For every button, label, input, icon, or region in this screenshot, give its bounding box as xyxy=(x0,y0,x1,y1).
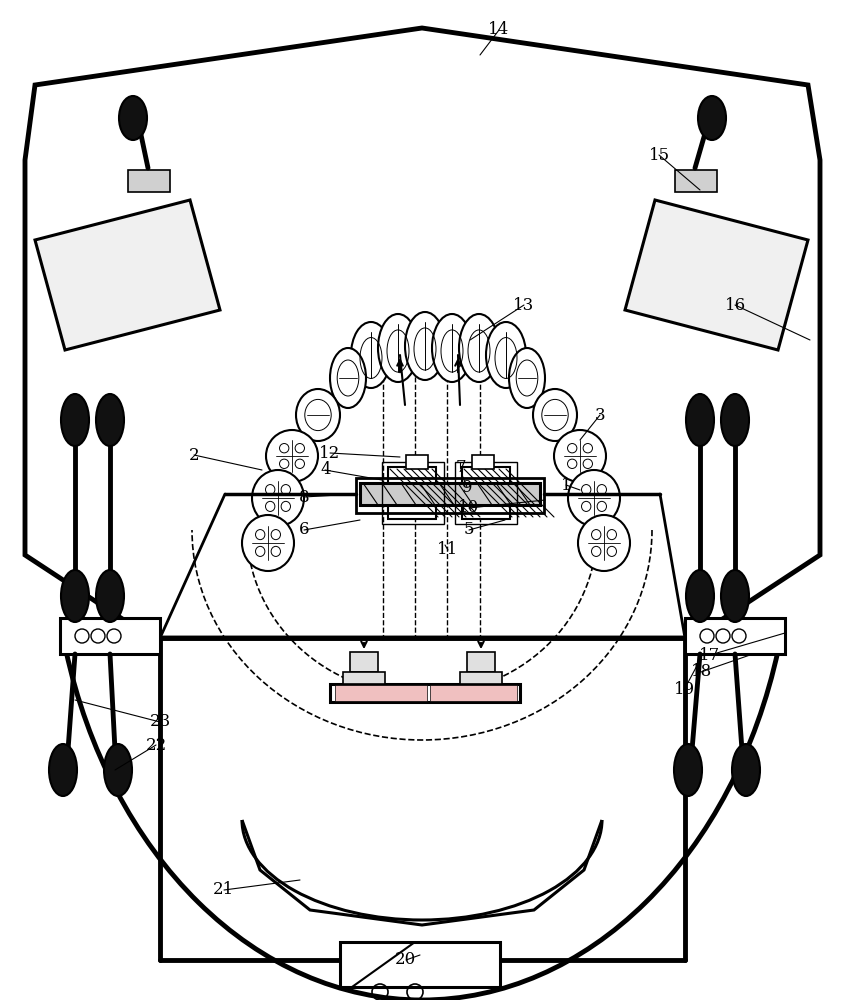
Text: 17: 17 xyxy=(698,647,720,664)
Ellipse shape xyxy=(61,394,89,446)
Bar xyxy=(349,652,377,672)
Ellipse shape xyxy=(720,570,748,622)
Ellipse shape xyxy=(731,744,759,796)
Bar xyxy=(684,618,784,654)
Bar xyxy=(343,672,385,684)
Bar xyxy=(405,455,428,469)
Text: 18: 18 xyxy=(690,664,711,680)
Text: 15: 15 xyxy=(648,146,669,163)
Bar xyxy=(387,467,436,519)
Ellipse shape xyxy=(377,314,418,382)
Text: 7: 7 xyxy=(455,460,465,477)
Ellipse shape xyxy=(685,570,713,622)
Bar xyxy=(472,455,494,469)
Bar xyxy=(334,685,426,701)
Text: 6: 6 xyxy=(299,522,309,538)
Ellipse shape xyxy=(266,430,317,482)
Ellipse shape xyxy=(431,314,472,382)
Ellipse shape xyxy=(61,570,89,622)
Ellipse shape xyxy=(485,322,525,388)
Text: 14: 14 xyxy=(487,21,509,38)
Text: 1: 1 xyxy=(560,477,571,493)
Bar xyxy=(381,462,443,524)
Text: 8: 8 xyxy=(299,488,309,506)
Ellipse shape xyxy=(697,96,725,140)
Text: 12: 12 xyxy=(318,444,340,462)
Text: 10: 10 xyxy=(457,499,479,516)
Bar xyxy=(330,684,519,702)
Ellipse shape xyxy=(720,394,748,446)
Text: 21: 21 xyxy=(213,882,235,898)
Ellipse shape xyxy=(458,314,499,382)
Polygon shape xyxy=(25,28,819,638)
Text: 16: 16 xyxy=(724,296,745,314)
Text: 19: 19 xyxy=(674,682,695,698)
Text: 9: 9 xyxy=(462,479,472,495)
Text: 13: 13 xyxy=(512,296,534,314)
Bar xyxy=(467,652,495,672)
Ellipse shape xyxy=(330,348,365,408)
Ellipse shape xyxy=(252,470,304,526)
Ellipse shape xyxy=(674,744,701,796)
Text: 20: 20 xyxy=(394,952,416,968)
Ellipse shape xyxy=(96,394,124,446)
Ellipse shape xyxy=(295,389,339,441)
Bar xyxy=(360,483,539,505)
Bar xyxy=(462,467,510,519)
Bar xyxy=(454,462,517,524)
Text: 23: 23 xyxy=(149,714,171,730)
Ellipse shape xyxy=(350,322,391,388)
Text: 2: 2 xyxy=(189,446,199,464)
Ellipse shape xyxy=(685,394,713,446)
Ellipse shape xyxy=(96,570,124,622)
Ellipse shape xyxy=(404,312,445,380)
Ellipse shape xyxy=(119,96,147,140)
Ellipse shape xyxy=(533,389,576,441)
Bar xyxy=(674,170,717,192)
Text: 5: 5 xyxy=(463,522,473,538)
Ellipse shape xyxy=(554,430,605,482)
Bar xyxy=(339,942,500,987)
Bar xyxy=(430,685,517,701)
Ellipse shape xyxy=(567,470,619,526)
Text: 11: 11 xyxy=(436,542,458,558)
Ellipse shape xyxy=(508,348,544,408)
Ellipse shape xyxy=(104,744,132,796)
Bar xyxy=(459,672,501,684)
Bar xyxy=(127,170,170,192)
Text: 3: 3 xyxy=(594,406,604,424)
Bar xyxy=(355,478,544,513)
Ellipse shape xyxy=(49,744,77,796)
Text: 22: 22 xyxy=(145,736,167,754)
Polygon shape xyxy=(625,200,807,350)
Ellipse shape xyxy=(241,515,294,571)
Bar xyxy=(60,618,160,654)
Text: 4: 4 xyxy=(320,462,330,479)
Polygon shape xyxy=(35,200,219,350)
Ellipse shape xyxy=(577,515,630,571)
